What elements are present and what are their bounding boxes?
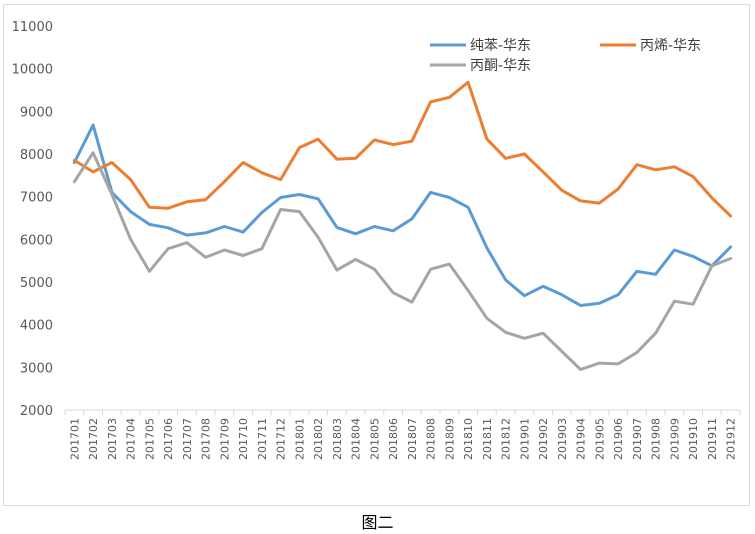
- legend-label: 纯苯-华东: [470, 37, 531, 54]
- y-tick-label: 5000: [20, 276, 53, 291]
- x-tick-label: 201905: [593, 418, 606, 460]
- x-tick-label: 201709: [218, 418, 231, 460]
- x-tick-label: 201809: [443, 418, 456, 460]
- y-tick-label: 3000: [20, 361, 53, 376]
- x-tick-label: 201903: [556, 418, 569, 460]
- x-tick-label: 201705: [143, 418, 156, 460]
- x-tick-label: 201704: [125, 418, 138, 460]
- x-tick-label: 201901: [518, 418, 531, 460]
- x-tick-label: 201711: [256, 418, 269, 460]
- x-tick-label: 201911: [706, 418, 719, 460]
- x-tick-label: 201812: [500, 418, 513, 460]
- y-tick-label: 10000: [12, 63, 53, 78]
- series-line: [72, 80, 733, 218]
- x-tick-label: 201906: [612, 418, 625, 460]
- y-tick-label: 7000: [20, 191, 53, 206]
- x-tick-label: 201904: [575, 418, 588, 460]
- chart-series-lines: [72, 80, 733, 371]
- series-line: [72, 151, 733, 371]
- x-tick-label: 201912: [725, 418, 738, 460]
- x-tick-label: 201803: [331, 418, 344, 460]
- y-tick-label: 2000: [20, 404, 53, 419]
- x-tick-label: 201805: [368, 418, 381, 460]
- x-tick-label: 201701: [68, 418, 81, 460]
- x-tick-label: 201703: [106, 418, 119, 460]
- y-tick-label: 9000: [20, 105, 53, 120]
- x-tick-label: 201802: [312, 418, 325, 460]
- y-tick-label: 8000: [20, 148, 53, 163]
- line-chart: 2000 3000 4000 5000 6000 7000 8000 9000 10000 110…: [12, 20, 741, 460]
- y-tick-label: 11000: [12, 20, 53, 35]
- x-tick-label: 201810: [462, 418, 475, 460]
- x-tick-label: 201910: [687, 418, 700, 460]
- x-tick-label: 201708: [200, 418, 213, 460]
- x-tick-label: 201710: [237, 418, 250, 460]
- x-tick-label: 201707: [181, 418, 194, 460]
- x-tick-label: 201807: [406, 418, 419, 460]
- x-tick-label: 201804: [350, 418, 363, 460]
- x-tick-label: 201909: [668, 418, 681, 460]
- x-tick-label: 201801: [293, 418, 306, 460]
- x-tick-label: 201712: [275, 418, 288, 460]
- x-tick-label: 201902: [537, 418, 550, 460]
- x-tick-label: 201806: [387, 418, 400, 460]
- x-tick-label: 201908: [650, 418, 663, 460]
- legend-label: 丙酮-华东: [470, 58, 531, 74]
- x-tick-label: 201702: [87, 418, 100, 460]
- chart-frame: [3, 4, 750, 506]
- figure-caption: 图二: [361, 513, 394, 532]
- x-tick-label: 201811: [481, 418, 494, 460]
- x-tick-label: 201808: [425, 418, 438, 460]
- legend-label: 丙烯-华东: [640, 38, 701, 54]
- chart-axes: 2000 3000 4000 5000 6000 7000 8000 9000 10000 110…: [12, 20, 741, 460]
- y-tick-label: 4000: [20, 319, 53, 334]
- series-line: [72, 123, 733, 307]
- x-tick-label: 201706: [162, 418, 175, 460]
- x-tick-label: 201907: [631, 418, 644, 460]
- y-tick-label: 6000: [20, 233, 53, 248]
